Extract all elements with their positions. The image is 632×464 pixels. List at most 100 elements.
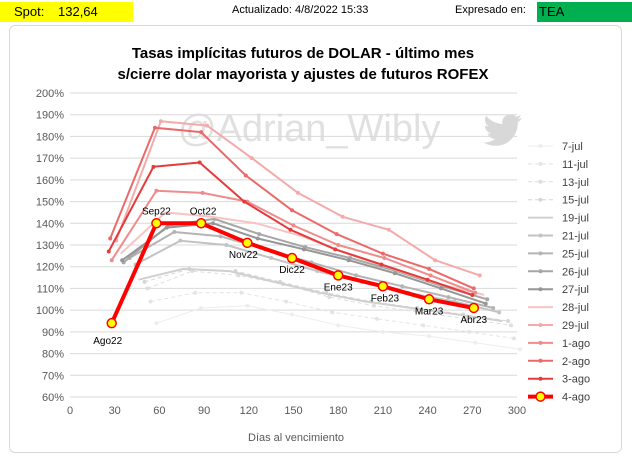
data-point — [106, 317, 117, 329]
y-tick-label: 80% — [42, 349, 64, 361]
data-point — [164, 225, 169, 230]
legend-item: 15-jul — [528, 195, 589, 207]
legend-label: 4-ago — [562, 392, 590, 404]
point-label: Ene23 — [324, 282, 353, 293]
data-point — [245, 303, 250, 308]
y-tick-label: 170% — [36, 153, 64, 165]
legend-item: 27-jul — [528, 284, 589, 296]
series-29-jul — [114, 119, 482, 278]
y-tick-label: 60% — [42, 392, 64, 404]
y-tick-label: 190% — [36, 110, 64, 122]
legend-label: 2-ago — [562, 356, 590, 368]
data-point — [255, 236, 260, 241]
legend-label: 11-jul — [562, 159, 588, 171]
legend-marker — [538, 161, 543, 166]
point-label: Sep22 — [142, 206, 171, 217]
series-4-ago — [106, 218, 480, 329]
data-point — [197, 160, 202, 165]
data-point — [200, 190, 205, 195]
data-point — [152, 125, 157, 130]
data-point — [333, 247, 338, 252]
data-point — [421, 323, 426, 328]
legend-label: 26-jul — [562, 266, 589, 278]
data-point — [400, 284, 405, 289]
legend-item: 11-jul — [528, 159, 588, 171]
data-point — [439, 286, 444, 291]
y-tick-label: 90% — [42, 327, 64, 339]
legend-label: 15-jul — [562, 195, 589, 207]
y-tick-label: 110% — [37, 283, 65, 295]
data-point — [468, 302, 480, 314]
data-point — [172, 229, 177, 234]
data-point — [295, 190, 300, 195]
y-tick-label: 200% — [36, 88, 64, 100]
data-point — [428, 273, 433, 278]
data-point — [336, 323, 341, 328]
data-point — [332, 270, 344, 281]
legend-label: 19-jul — [562, 213, 589, 225]
data-point — [269, 256, 274, 261]
data-point — [286, 252, 298, 264]
series-2-ago — [108, 125, 476, 291]
data-point — [158, 119, 163, 124]
data-point — [446, 295, 451, 300]
legend-marker — [538, 144, 543, 148]
series-line — [156, 305, 521, 350]
data-point — [423, 294, 435, 305]
y-tick-label: 130% — [36, 240, 64, 252]
series-13-jul — [145, 269, 514, 328]
data-point — [467, 329, 472, 334]
data-point — [427, 266, 432, 271]
data-point — [371, 303, 376, 308]
legend-label: 13-jul — [562, 177, 589, 189]
data-point — [509, 323, 514, 328]
x-tick-label: 210 — [374, 405, 392, 417]
spot-label: Spot: — [14, 4, 45, 19]
legend-item: 26-jul — [528, 266, 589, 278]
data-point — [506, 319, 511, 323]
data-point — [374, 316, 379, 321]
data-point — [477, 273, 482, 278]
point-label: Ago22 — [93, 336, 122, 347]
x-tick-label: 300 — [508, 405, 526, 417]
data-point — [145, 286, 150, 291]
legend-marker — [538, 269, 543, 274]
x-tick-label: 180 — [329, 405, 347, 417]
point-labels: Ago22 Sep22 Oct22 Nov22 Dic22 Ene23 Feb23 Mar23… — [93, 206, 487, 347]
data-point — [120, 258, 125, 263]
data-point — [330, 310, 335, 315]
data-point — [148, 299, 153, 304]
data-point — [243, 173, 248, 178]
legend: 7-jul 11-jul 13-jul 15-jul 19-jul 21-jul 25-ju… — [528, 141, 590, 404]
data-point — [346, 258, 351, 263]
legend-marker — [538, 287, 543, 292]
data-point — [195, 218, 207, 229]
x-axis-label: Días al vencimiento — [248, 432, 344, 444]
data-point — [392, 271, 397, 276]
data-point — [154, 321, 159, 326]
y-tick-label: 180% — [36, 131, 64, 143]
data-point — [193, 290, 198, 295]
chart-title-line2: s/cierre dolar mayorista y ajustes de fu… — [118, 66, 489, 83]
legend-marker — [538, 233, 543, 238]
data-point — [239, 290, 244, 295]
series-line — [147, 270, 512, 326]
legend-item: 2-ago — [528, 356, 590, 368]
x-tick-label: 150 — [284, 405, 302, 417]
legend-marker — [538, 179, 543, 184]
data-point — [199, 305, 204, 310]
point-label: Abr23 — [460, 315, 487, 326]
series-3-ago — [106, 160, 475, 297]
data-point — [497, 310, 502, 315]
series-line — [138, 267, 503, 322]
x-tick-label: 30 — [109, 405, 121, 417]
legend-marker — [538, 197, 543, 202]
data-point — [224, 243, 229, 247]
series-11-jul — [148, 290, 517, 341]
data-point — [483, 301, 488, 306]
data-point — [470, 292, 475, 297]
data-point — [517, 347, 522, 352]
point-label: Oct22 — [190, 206, 217, 217]
data-point — [512, 336, 517, 341]
legend-label: 21-jul — [562, 231, 589, 243]
